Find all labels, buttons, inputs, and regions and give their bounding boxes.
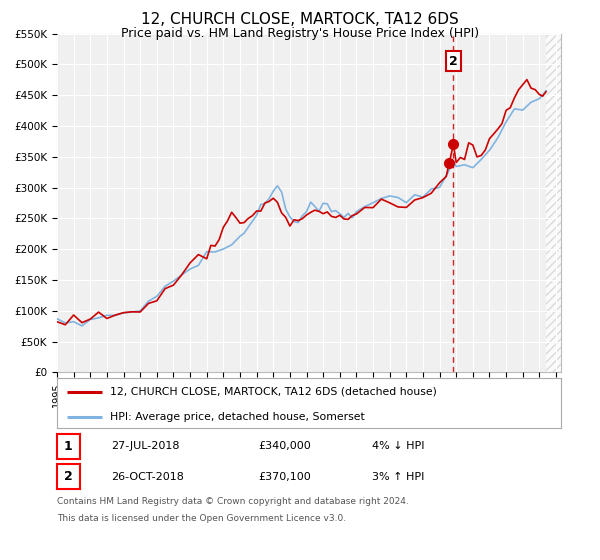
Text: 3% ↑ HPI: 3% ↑ HPI — [372, 472, 424, 482]
Text: This data is licensed under the Open Government Licence v3.0.: This data is licensed under the Open Gov… — [57, 514, 346, 523]
Text: 26-OCT-2018: 26-OCT-2018 — [111, 472, 184, 482]
Text: 27-JUL-2018: 27-JUL-2018 — [111, 441, 179, 451]
Text: £340,000: £340,000 — [258, 441, 311, 451]
Text: £370,100: £370,100 — [258, 472, 311, 482]
Text: 2: 2 — [64, 470, 73, 483]
Text: HPI: Average price, detached house, Somerset: HPI: Average price, detached house, Some… — [110, 412, 365, 422]
Text: 12, CHURCH CLOSE, MARTOCK, TA12 6DS: 12, CHURCH CLOSE, MARTOCK, TA12 6DS — [141, 12, 459, 27]
Text: 12, CHURCH CLOSE, MARTOCK, TA12 6DS (detached house): 12, CHURCH CLOSE, MARTOCK, TA12 6DS (det… — [110, 386, 437, 396]
Text: 4% ↓ HPI: 4% ↓ HPI — [372, 441, 425, 451]
Text: Price paid vs. HM Land Registry's House Price Index (HPI): Price paid vs. HM Land Registry's House … — [121, 27, 479, 40]
Text: 2: 2 — [449, 55, 458, 68]
Text: 1: 1 — [64, 440, 73, 453]
Text: Contains HM Land Registry data © Crown copyright and database right 2024.: Contains HM Land Registry data © Crown c… — [57, 497, 409, 506]
